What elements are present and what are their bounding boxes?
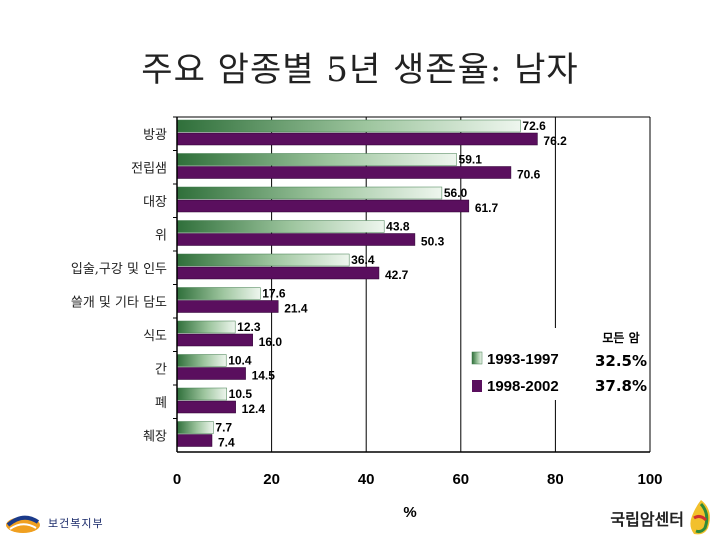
x-tick-label-100: 100 xyxy=(637,471,662,488)
legend-label-1998: 1998-2002 xyxy=(487,378,559,395)
data-label-1998-4: 42.7 xyxy=(385,268,409,282)
bar-1998-0 xyxy=(176,132,538,146)
bar-1998-2 xyxy=(176,199,470,213)
summary-header: 모든 암 xyxy=(602,331,639,345)
x-tick-label-20: 20 xyxy=(263,471,280,488)
bar-1993-0 xyxy=(176,119,521,133)
bar-1993-2 xyxy=(176,186,443,200)
x-axis-label: % xyxy=(403,504,416,521)
ministry-emblem-icon xyxy=(6,515,40,533)
data-label-1998-7: 14.5 xyxy=(252,369,276,383)
legend-panel xyxy=(466,328,649,400)
ministry-logo: 보건복지부 xyxy=(4,508,104,538)
data-label-1993-0: 72.6 xyxy=(522,119,546,133)
bar-1998-3 xyxy=(176,233,416,246)
data-label-1993-3: 43.8 xyxy=(386,220,410,234)
data-label-1998-8: 12.4 xyxy=(242,402,266,416)
legend-swatch-1998 xyxy=(472,380,482,392)
data-label-1998-1: 70.6 xyxy=(517,168,541,182)
data-label-1998-0: 76.2 xyxy=(543,134,567,148)
data-label-1993-2: 56.0 xyxy=(444,186,468,200)
bar-1993-4 xyxy=(176,253,350,267)
cancer-center-logo: 국립암센터 xyxy=(610,496,716,540)
bar-1998-4 xyxy=(176,266,380,280)
category-label-2: 대장 xyxy=(143,195,167,210)
labels: 72.676.2 방광 59.1 70.6 전립샘 56.0 61.7 대장 43.8 50.3 위… xyxy=(71,119,663,521)
legend: 1993-1997 1998-2002 모든 암 32.5% 37.8% xyxy=(466,328,649,400)
bar-1998-1 xyxy=(176,166,512,179)
slide-title: 주요 암종별 5년 생존율: 남자 xyxy=(141,50,579,90)
category-label-0: 방광 xyxy=(143,128,167,143)
bar-1998-7 xyxy=(176,367,246,380)
category-label-1: 전립샘 xyxy=(131,161,167,176)
data-label-1998-5: 21.4 xyxy=(284,302,308,316)
axes xyxy=(173,116,651,453)
category-label-3: 위 xyxy=(155,228,167,243)
x-tick-label-40: 40 xyxy=(358,471,375,488)
x-tick-label-0: 0 xyxy=(173,471,181,488)
bar-1993-8 xyxy=(176,387,227,401)
data-label-1998-6: 16.0 xyxy=(259,335,283,349)
category-label-4: 입술,구강 및 인두 xyxy=(71,262,167,277)
category-label-6: 식도 xyxy=(143,329,167,344)
bars xyxy=(176,119,538,447)
data-label-1993-9: 7.7 xyxy=(215,421,232,435)
summary-value-1993: 32.5% xyxy=(595,352,647,370)
cancer-center-name: 국립암센터 xyxy=(610,510,684,529)
data-label-1993-7: 10.4 xyxy=(228,354,252,368)
data-label-1993-5: 17.6 xyxy=(262,287,286,301)
bar-1998-9 xyxy=(176,434,213,447)
data-label-1998-3: 50.3 xyxy=(421,235,445,249)
bar-1993-5 xyxy=(176,287,261,300)
ministry-name: 보건복지부 xyxy=(48,517,104,530)
bar-1998-5 xyxy=(176,300,279,313)
data-label-1993-6: 12.3 xyxy=(237,320,261,334)
bar-1998-8 xyxy=(176,400,236,414)
bar-1993-6 xyxy=(176,320,236,334)
category-label-8: 폐 xyxy=(155,396,167,411)
data-label-1998-2: 61.7 xyxy=(475,201,499,215)
bar-1993-3 xyxy=(176,220,385,233)
data-label-1998-9: 7.4 xyxy=(218,436,235,450)
data-label-1993-1: 59.1 xyxy=(459,153,483,167)
x-tick-label-60: 60 xyxy=(452,471,469,488)
legend-label-1993: 1993-1997 xyxy=(487,351,559,368)
data-label-1993-4: 36.4 xyxy=(351,253,375,267)
bar-1998-6 xyxy=(176,333,253,347)
summary-value-1998: 37.8% xyxy=(595,377,647,395)
category-label-7: 간 xyxy=(155,362,167,377)
data-label-1993-8: 10.5 xyxy=(229,387,253,401)
category-label-9: 췌장 xyxy=(143,429,167,444)
bar-1993-7 xyxy=(176,354,227,367)
x-tick-label-80: 80 xyxy=(547,471,564,488)
category-label-5: 쓸개 및 기타 담도 xyxy=(71,295,167,310)
bar-1993-1 xyxy=(176,153,457,166)
legend-swatch-1993 xyxy=(471,351,483,365)
bar-1993-9 xyxy=(176,421,214,434)
cancer-center-emblem-icon xyxy=(690,500,710,535)
